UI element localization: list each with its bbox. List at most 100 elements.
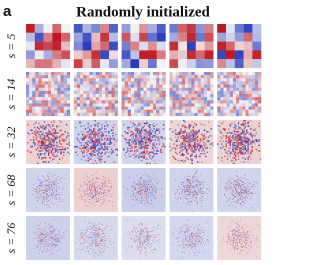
pixel [188,185,189,186]
pixel [57,85,60,88]
pixel [80,107,83,110]
pixel [245,107,248,110]
pixel [125,187,126,188]
pixel [252,100,255,103]
pixel [190,191,191,192]
pixel [141,183,142,184]
pixel [237,199,238,200]
pixel [223,121,224,122]
pixel [205,137,206,138]
pixel [149,135,150,136]
pixel [239,103,242,106]
pixel [182,91,185,94]
pixel [45,187,46,188]
pixel [208,139,209,140]
pixel [249,78,252,81]
pixel [96,91,99,94]
pixel [241,193,242,194]
pixel [199,182,200,183]
pixel [97,131,98,132]
pixel [93,81,96,84]
pixel [108,85,111,88]
pixel [182,182,183,183]
pixel [48,152,49,153]
pixel [92,132,93,133]
pixel [122,78,125,81]
pixel [66,143,67,144]
pixel [101,143,102,144]
pixel [189,182,190,183]
pixel [155,193,156,194]
pixel [230,142,231,143]
pixel [90,195,91,196]
pixel [107,126,108,127]
pixel [47,137,48,138]
pixel [135,195,136,196]
pixel [82,199,83,200]
pixel [210,110,213,113]
pixel [229,182,230,183]
pixel [246,131,247,132]
pixel [144,137,145,138]
pixel [93,197,94,198]
pixel [32,130,33,131]
pixel [217,81,220,84]
pixel [239,88,242,91]
pixel [138,184,139,185]
pixel [237,200,238,201]
pixel [107,146,108,147]
pixel [123,186,124,187]
pixel [231,132,232,133]
pixel [179,91,182,94]
pixel [189,126,190,127]
pixel [97,201,98,202]
pixel [198,100,201,103]
pixel [67,78,70,81]
pixel [178,198,179,199]
pixel [59,159,60,160]
pixel [105,148,106,149]
pixel [156,130,157,131]
pixel [193,186,194,187]
pixel [156,75,159,78]
pixel [244,188,245,189]
pixel [56,126,57,127]
filter-image [217,120,261,164]
pixel [144,149,145,150]
pixel [198,156,199,157]
pixel [242,113,245,116]
pixel [148,33,157,42]
pixel [100,193,101,194]
pixel [238,180,239,181]
pixel [235,134,236,135]
pixel [191,78,194,81]
pixel [234,187,235,188]
pixel [38,128,39,129]
pixel [61,94,64,97]
pixel [242,182,243,183]
pixel [40,145,41,146]
pixel [128,78,131,81]
pixel [185,146,186,147]
pixel [29,103,32,106]
pixel [91,185,92,186]
pixel [114,161,115,162]
pixel [134,103,137,106]
pixel [94,187,95,188]
pixel [140,193,141,194]
pixel [246,189,247,190]
pixel [162,113,165,116]
pixel [242,107,245,110]
pixel [239,195,240,196]
pixel [204,107,207,110]
pixel [240,189,241,190]
pixel [232,148,233,149]
pixel [93,113,96,116]
pixel [49,194,50,195]
pixel [81,150,82,151]
pixel [109,182,110,183]
pixel [136,189,137,190]
pixel [195,81,198,84]
pixel [43,185,44,186]
pixel [248,186,249,187]
